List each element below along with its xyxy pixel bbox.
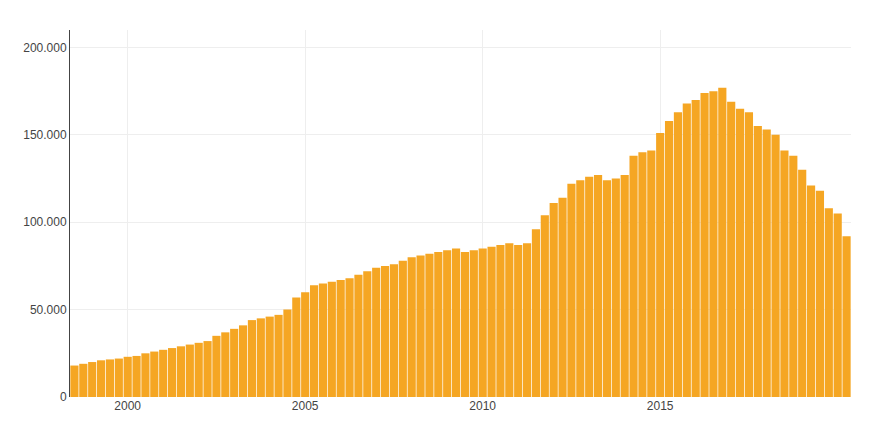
svg-text:2010: 2010: [469, 399, 496, 413]
svg-text:50.000: 50.000: [30, 303, 67, 317]
svg-text:2000: 2000: [114, 399, 141, 413]
svg-text:2005: 2005: [292, 399, 319, 413]
svg-text:2015: 2015: [647, 399, 674, 413]
svg-text:0: 0: [60, 390, 67, 404]
svg-text:200.000: 200.000: [23, 41, 67, 55]
svg-text:150.000: 150.000: [23, 128, 67, 142]
svg-text:100.000: 100.000: [23, 215, 67, 229]
